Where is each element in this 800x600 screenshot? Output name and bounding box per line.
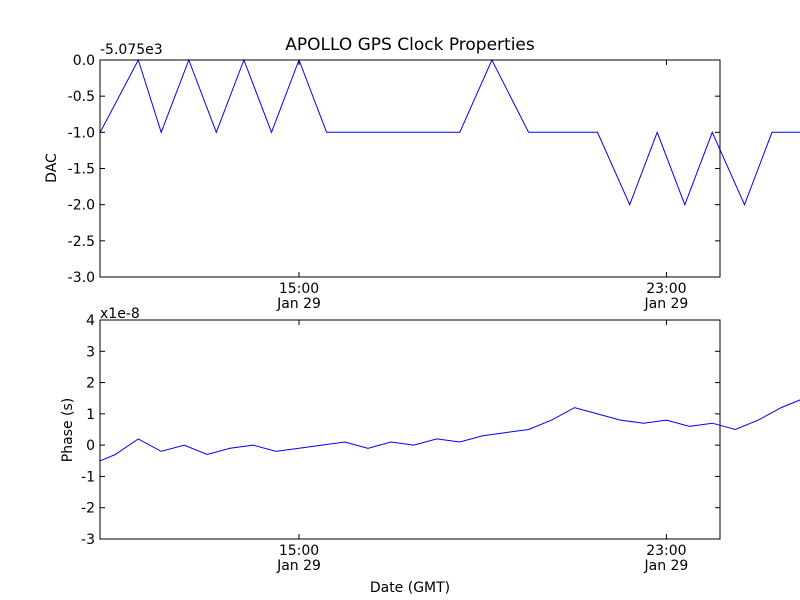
dac-ytick-label: -3.0 (68, 270, 95, 286)
dac-ytick-label: 0.0 (73, 53, 95, 69)
phase-ytick-label: 2 (86, 376, 95, 392)
dac-xtick-date: Jan 29 (643, 296, 688, 312)
phase-ytick-label: 3 (86, 344, 95, 360)
dac-ytick-label: -2.5 (68, 234, 95, 250)
dac-ylabel: DAC (44, 153, 60, 183)
phase-xtick-time: 23:00 (646, 543, 686, 559)
dac-yticks: 0.0 -0.5 -1.0 -1.5 -2.0 -2.5 -3.0 (68, 53, 720, 286)
phase-ytick-label: -1 (81, 469, 95, 485)
phase-ylabel: Phase (s) (60, 398, 76, 462)
phase-ytick-label: 1 (86, 407, 95, 423)
phase-yticks: 4 3 2 1 0 -1 -2 -3 (81, 313, 720, 548)
phase-axes-frame (99, 319, 721, 540)
dac-xtick-time: 23:00 (646, 281, 686, 297)
phase-ytick-label: -3 (81, 532, 95, 548)
phase-panel: x1e-8 Phase (s) Date (GMT) 4 3 2 1 0 -1 -2 -3 1… (60, 306, 800, 596)
dac-ytick-label: -0.5 (68, 89, 95, 105)
phase-xlabel: Date (GMT) (370, 580, 450, 596)
phase-ytick-label: 4 (86, 313, 95, 329)
phase-xtick-date: Jan 29 (643, 558, 688, 574)
dac-xtick-time: 15:00 (279, 281, 319, 297)
dac-panel: APOLLO GPS Clock Properties -5.075e3 DAC… (44, 35, 800, 312)
dac-series-line (99, 58, 800, 207)
phase-xtick-date: Jan 29 (276, 558, 321, 574)
dac-ytick-label: -2.0 (68, 198, 95, 214)
dac-ytick-label: -1.0 (68, 125, 95, 141)
phase-offset-text: x1e-8 (100, 306, 140, 322)
dac-axes-frame (99, 59, 721, 278)
phase-ytick-label: -2 (81, 501, 95, 517)
phase-series-line (100, 399, 800, 462)
phase-xtick-time: 15:00 (279, 543, 319, 559)
chart-title: APOLLO GPS Clock Properties (285, 35, 535, 55)
phase-ytick-label: 0 (86, 438, 95, 454)
dac-offset-text: -5.075e3 (100, 42, 163, 58)
dac-ytick-label: -1.5 (68, 162, 95, 178)
dac-xtick-date: Jan 29 (276, 296, 321, 312)
